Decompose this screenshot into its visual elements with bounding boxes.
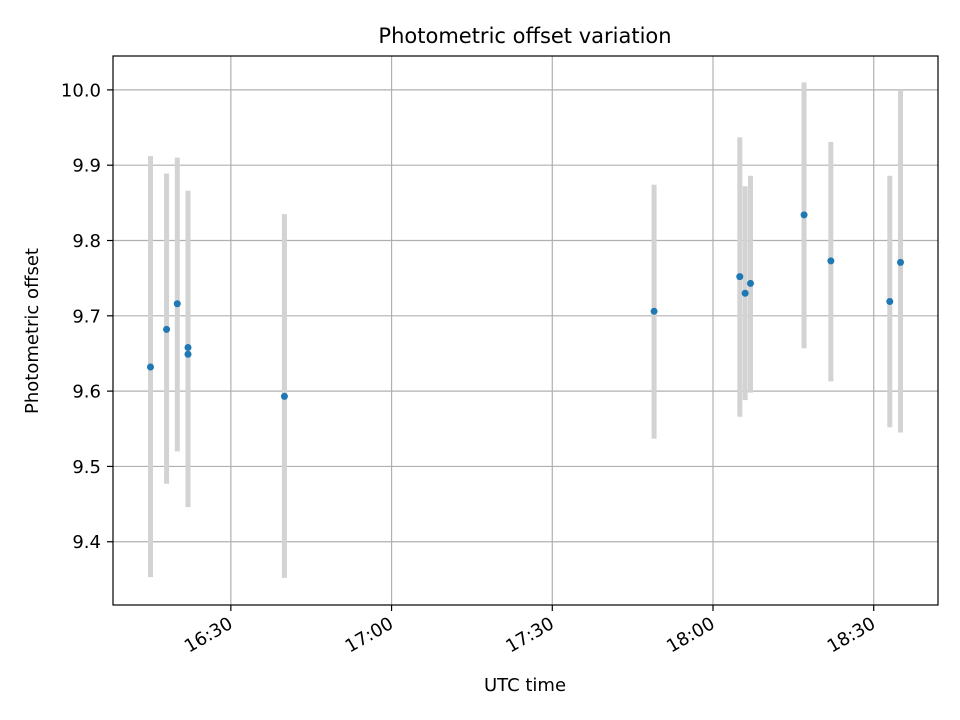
- grid: [113, 56, 938, 605]
- data-point: [736, 273, 744, 281]
- data-point: [800, 211, 808, 219]
- y-tick-label: 10.0: [61, 80, 101, 101]
- data-point: [280, 392, 288, 400]
- y-tick-label: 9.9: [72, 156, 101, 177]
- data-point: [650, 307, 658, 315]
- y-axis-label: Photometric offset: [22, 248, 43, 414]
- y-tick-label: 9.7: [72, 306, 101, 327]
- data-point: [147, 363, 154, 371]
- data-point: [747, 279, 754, 287]
- data-point: [163, 325, 171, 333]
- y-axis-ticks: 9.4 9.5 9.6 9.7 9.8 9.9 10.0: [61, 80, 113, 553]
- plot-area-frame: [112, 55, 939, 606]
- data-point: [897, 258, 904, 266]
- data-point: [886, 298, 894, 306]
- y-tick-label: 9.8: [72, 231, 101, 252]
- data-point: [184, 350, 192, 358]
- data-point: [173, 300, 181, 308]
- y-tick-label: 9.5: [72, 457, 101, 478]
- data-point: [827, 257, 835, 265]
- chart-title: Photometric offset variation: [378, 24, 671, 48]
- x-axis-label: UTC time: [484, 675, 566, 696]
- data-point: [184, 343, 192, 351]
- data-points: [147, 211, 904, 400]
- y-tick-label: 9.6: [72, 382, 101, 403]
- data-point: [741, 289, 749, 297]
- y-tick-label: 9.4: [72, 532, 101, 553]
